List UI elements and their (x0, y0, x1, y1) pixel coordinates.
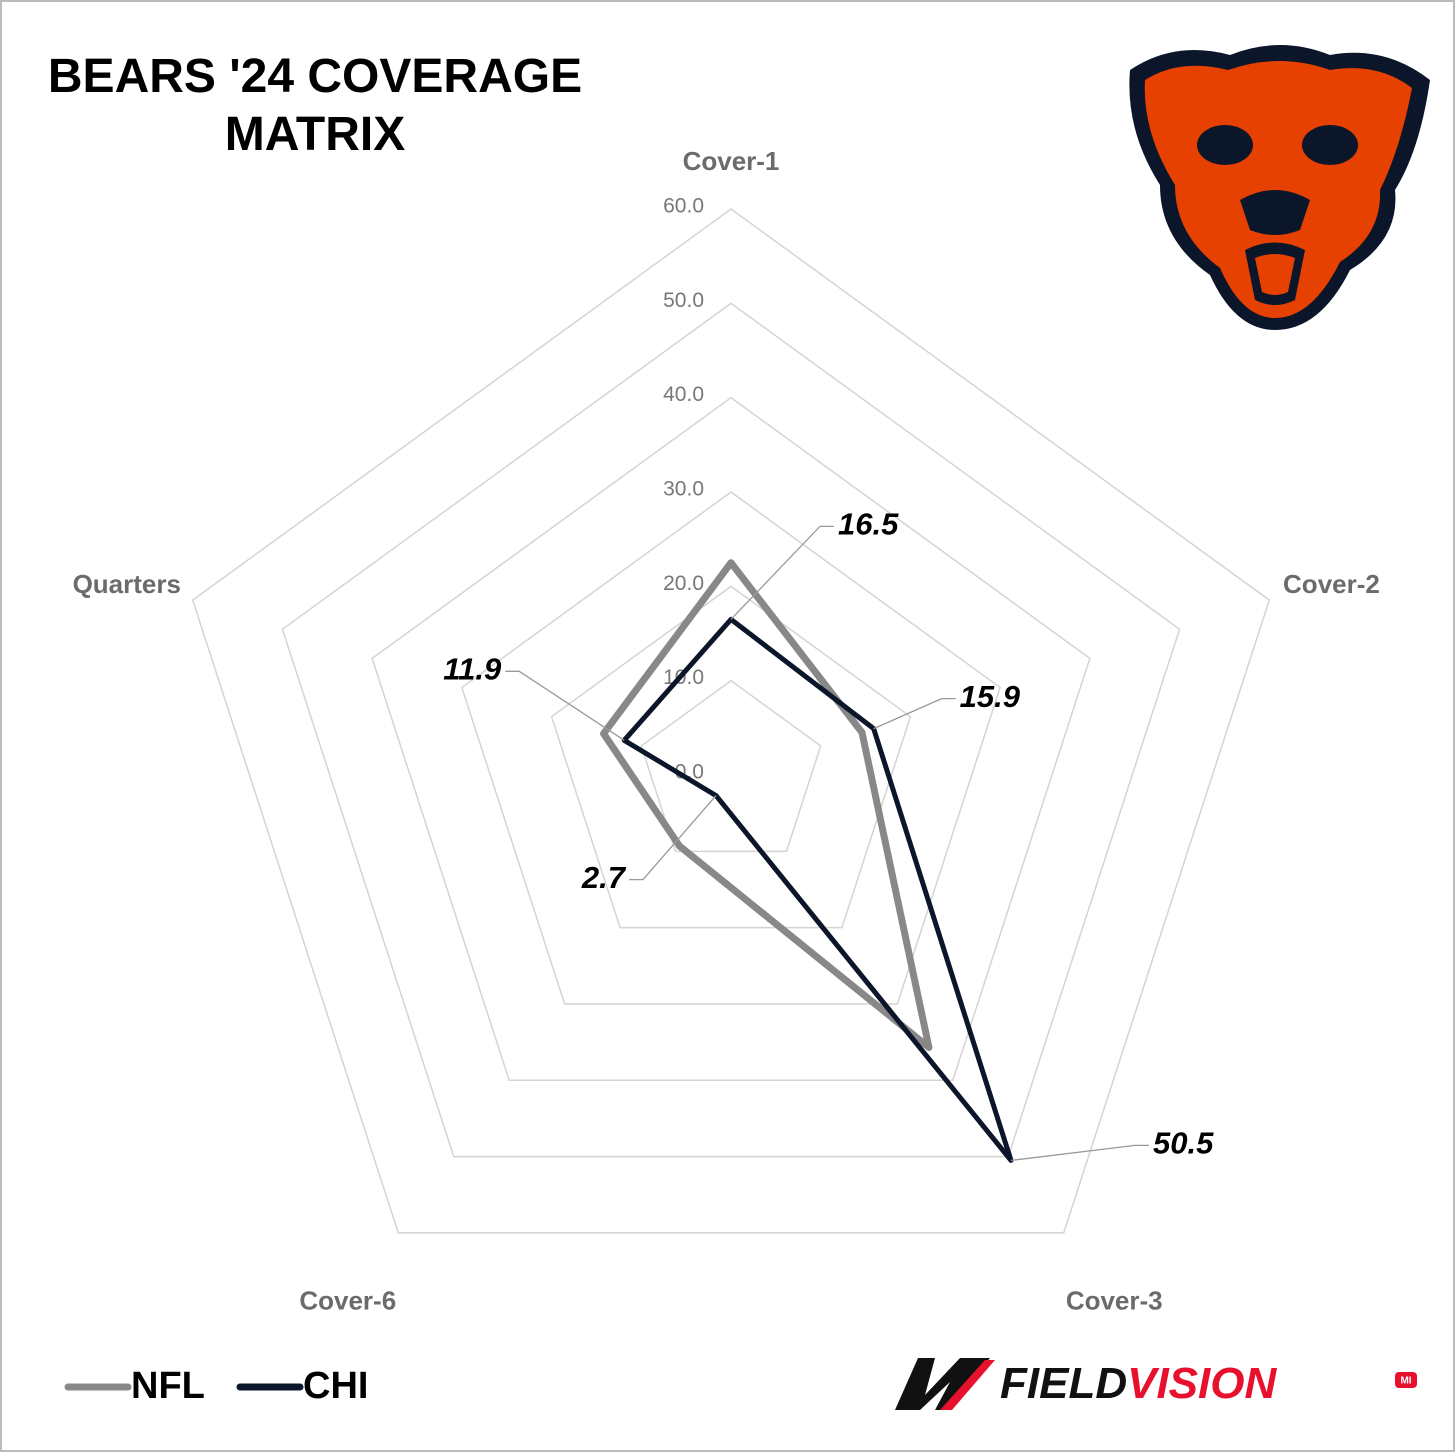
data-label: 50.5 (1153, 1126, 1214, 1161)
brand-text: FIELDVISION (1000, 1359, 1277, 1408)
category-label: Quarters (73, 569, 181, 599)
legend-label: NFL (131, 1365, 205, 1407)
grid-ring (371, 396, 1091, 1082)
leader-line (1010, 1144, 1150, 1162)
bear-logo (1129, 45, 1430, 330)
chart-title: BEARS '24 COVERAGE MATRIX (47, 50, 583, 161)
series-line (600, 559, 933, 1051)
r-tick-label: 60.0 (663, 195, 704, 218)
category-label: Cover-1 (683, 146, 780, 176)
category-label: Cover-3 (1066, 1285, 1163, 1315)
category-label: Cover-6 (299, 1285, 396, 1315)
brand-vision: VISION (1127, 1359, 1277, 1408)
brand-field: FIELD (1000, 1359, 1127, 1408)
leader-line (730, 525, 834, 620)
grid-ring (460, 491, 1002, 1005)
category-label: Cover-2 (1283, 569, 1380, 599)
data-label: 11.9 (443, 651, 502, 686)
grid-ring (281, 302, 1181, 1158)
r-tick-label: 20.0 (663, 572, 704, 595)
grid-ring (640, 679, 822, 853)
r-tick-label: 50.0 (663, 289, 704, 312)
grid-ring (550, 585, 912, 929)
fieldvision-logo: FIELDVISION MI (895, 1358, 1417, 1410)
brand-badge: MI (1400, 1376, 1411, 1387)
series-line (621, 616, 1014, 1163)
legend-label: CHI (303, 1365, 368, 1407)
data-label: 15.9 (960, 679, 1021, 714)
grid-ring (191, 208, 1271, 1234)
r-tick-label: 40.0 (663, 383, 704, 406)
data-label: 16.5 (838, 507, 899, 542)
leader-line (629, 795, 717, 881)
r-tick-label: 30.0 (663, 478, 704, 501)
data-label: 2.7 (581, 860, 627, 895)
leader-line (505, 670, 625, 741)
leader-line (873, 698, 956, 730)
